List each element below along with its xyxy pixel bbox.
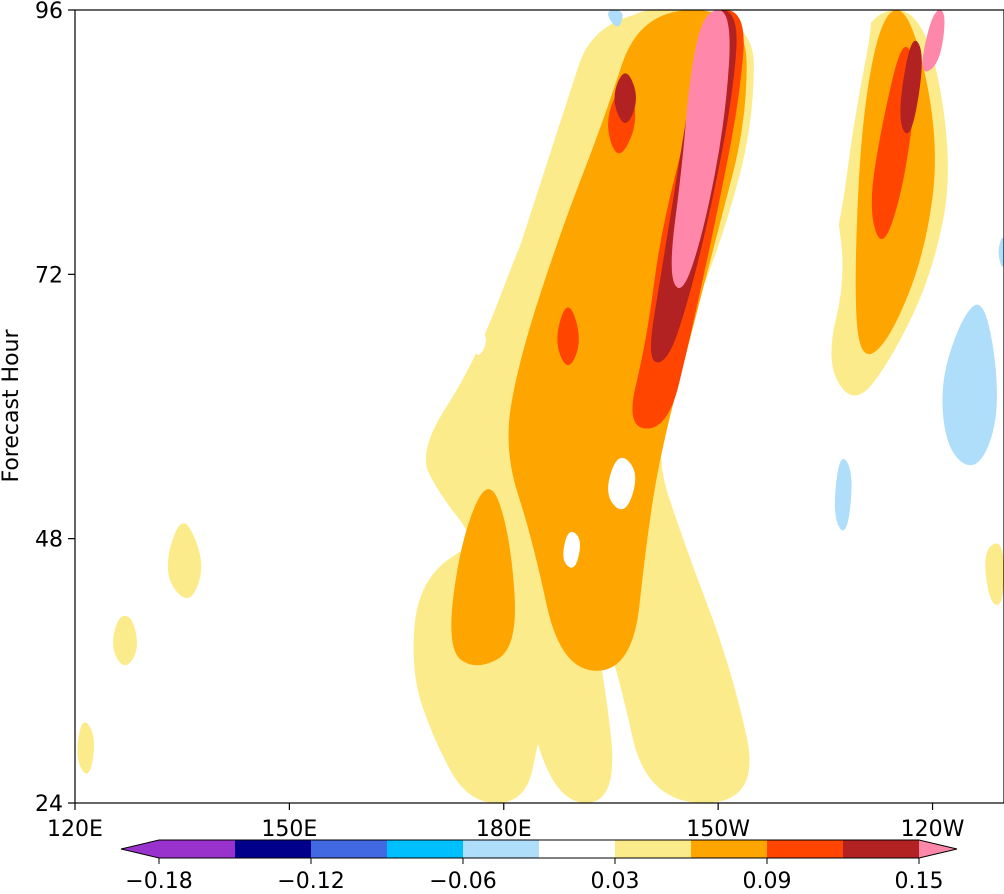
colorbar-tick-label: −0.18 — [125, 869, 192, 894]
contour-fill-neg0p03-2 — [608, 10, 623, 27]
colorbar-tick-label: −0.12 — [277, 869, 344, 894]
contour-fill-0p03-7 — [985, 543, 1004, 605]
contour-fill-0p03-6 — [77, 722, 95, 774]
colorbar-tick-label: 0.09 — [743, 869, 792, 894]
contour-fill-0p03-2 — [413, 538, 555, 803]
colorbar-segment — [615, 840, 692, 858]
x-tick-label: 120E — [47, 817, 103, 842]
y-tick-label: 96 — [35, 0, 63, 24]
colorbar-extend-high — [919, 840, 957, 858]
x-tick-label: 120W — [901, 817, 965, 842]
colorbar-segment — [539, 840, 616, 858]
y-tick-label: 24 — [35, 792, 63, 817]
contour-fill-neg0p03-0 — [942, 304, 997, 466]
colorbar-tick-label: 0.15 — [895, 869, 944, 894]
colorbar-segment — [767, 840, 844, 858]
contour-fill-neg0p03-0 — [822, 10, 872, 276]
colorbar: −0.18 −0.12 −0.06 0.03 0.09 0.15 — [120, 839, 958, 894]
contour-fill-neg0p03-3 — [998, 237, 1004, 267]
x-tick-label: 150W — [686, 817, 750, 842]
colorbar-segment — [159, 840, 236, 858]
contour-fill-neg0p03-1 — [834, 458, 852, 531]
y-axis: 24 48 72 96 — [35, 0, 75, 817]
colorbar-tick-label: −0.06 — [429, 869, 496, 894]
contour-fill-0p03-5 — [113, 615, 137, 666]
y-tick-label: 48 — [35, 528, 63, 553]
y-tick-label: 72 — [35, 263, 63, 288]
plot-area — [75, 10, 1004, 803]
contour-fill-0p12-1 — [614, 73, 636, 123]
contour-fill-0p15-1 — [922, 10, 945, 72]
colorbar-segment — [843, 840, 920, 858]
colorbar-extend-low — [121, 840, 159, 858]
contour-fill-0p03-4 — [167, 523, 202, 599]
contour-fill-neg0p03-1 — [475, 325, 486, 356]
contour-fill-0p12-2 — [900, 40, 922, 134]
contour-fill-neg0p03-2 — [608, 457, 636, 510]
contour-fill-0p15-0 — [671, 10, 730, 289]
y-axis-title: Forecast Hour — [0, 329, 24, 483]
colorbar-segment — [463, 840, 540, 858]
x-tick-label: 150E — [261, 817, 317, 842]
colorbar-segment — [691, 840, 768, 858]
colorbar-tick-label: 0.03 — [591, 869, 640, 894]
contour-fill-0p09-3 — [557, 307, 579, 366]
colorbar-segment — [387, 840, 464, 858]
colorbar-segment — [311, 840, 388, 858]
colorbar-segment — [235, 840, 312, 858]
x-tick-label: 180E — [476, 817, 532, 842]
contour-fill-0p06-1 — [451, 489, 516, 666]
contour-layer — [77, 10, 1004, 803]
plot-frame — [74, 9, 1004, 804]
contour-fill-neg0p03-3 — [563, 531, 580, 568]
x-axis: 120E 150E 180E 150W 120W — [47, 803, 965, 842]
